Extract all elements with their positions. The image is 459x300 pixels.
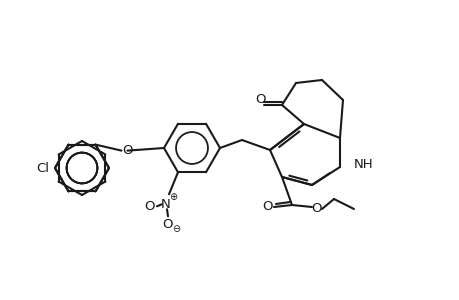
Text: ⊖: ⊖ (172, 224, 179, 234)
Text: O: O (262, 200, 273, 214)
Text: O: O (122, 144, 133, 157)
Text: Cl: Cl (36, 161, 49, 175)
Text: NH: NH (353, 158, 373, 172)
Text: O: O (145, 200, 155, 213)
Text: O: O (162, 218, 173, 231)
Text: O: O (255, 92, 266, 106)
Text: N: N (161, 198, 170, 211)
Text: O: O (311, 202, 322, 215)
Text: ⊕: ⊕ (168, 192, 177, 202)
